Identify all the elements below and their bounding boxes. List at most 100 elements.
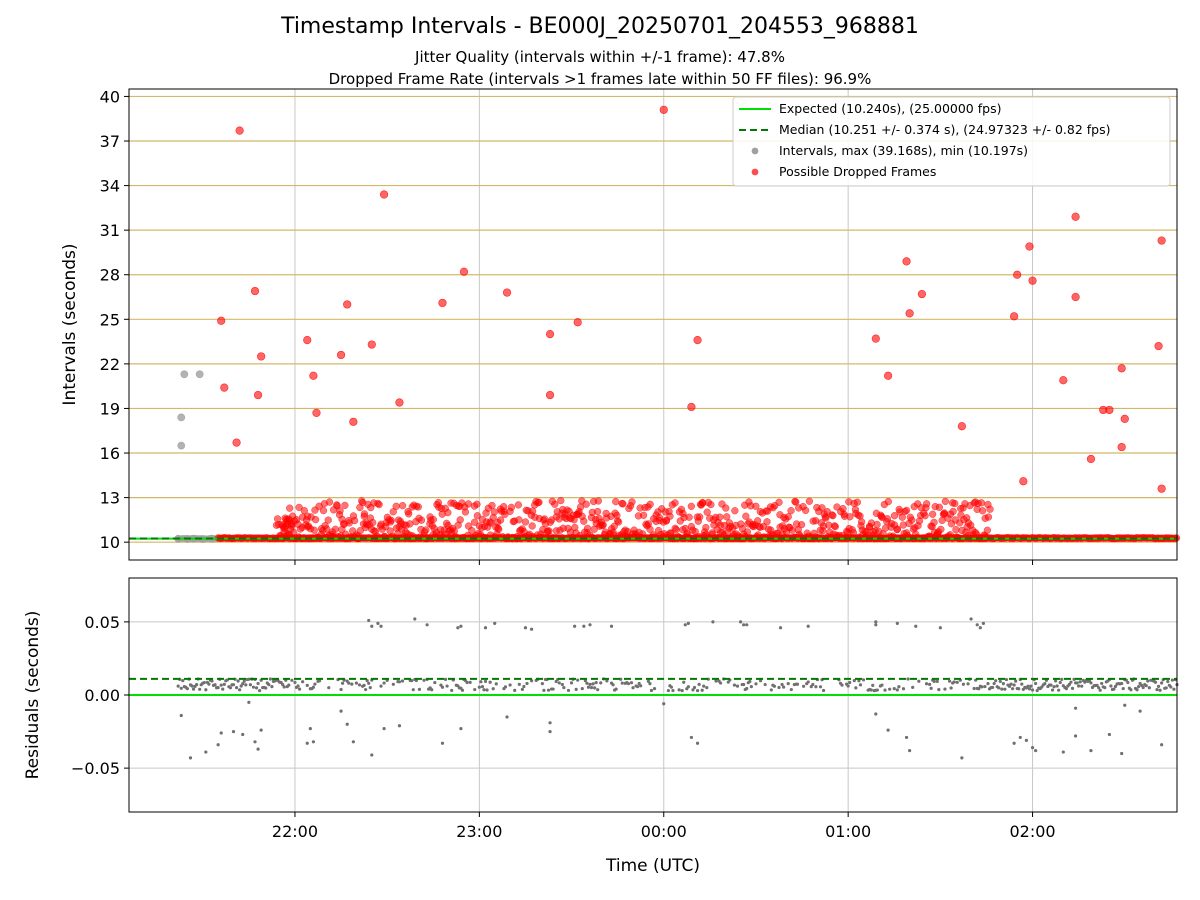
residual-point [811, 682, 815, 687]
residual-point [1055, 684, 1059, 688]
residual-point [1027, 687, 1032, 691]
top-ytick-label-7: 31 [100, 221, 120, 240]
residual-point [677, 688, 681, 692]
residual-point [1034, 681, 1038, 686]
residual-point [1160, 681, 1164, 685]
residual-point [241, 682, 245, 686]
residual-outlier-16 [351, 740, 355, 744]
top-ytick-label-8: 34 [100, 177, 120, 196]
top-ytick-label-4: 22 [100, 355, 120, 374]
dropped-point-21 [573, 318, 582, 327]
dropped-band-point [594, 497, 603, 505]
residual-point [576, 678, 580, 682]
residual-outlier-28 [874, 712, 878, 716]
residual-outlier-59 [573, 624, 577, 628]
residual-point [236, 679, 240, 683]
residual-outlier-65 [711, 620, 715, 624]
residual-point [1169, 685, 1173, 689]
dropped-point-31 [1010, 312, 1019, 321]
dropped-point-1 [220, 383, 229, 392]
residual-point [1049, 683, 1053, 687]
residual-point [1050, 688, 1055, 692]
residual-point [692, 685, 697, 690]
residual-point [789, 687, 793, 692]
residual-point [207, 682, 211, 686]
residual-outlier-17 [370, 753, 374, 757]
dropped-point-9 [312, 408, 321, 418]
residual-point [1009, 682, 1013, 686]
residual-point [1052, 685, 1056, 689]
dropped-band-point [324, 516, 332, 524]
dropped-point-25 [871, 334, 880, 343]
dropped-band-point [614, 518, 623, 526]
residual-point [821, 688, 826, 693]
residual-point [379, 684, 383, 688]
residual-point [611, 683, 615, 687]
dropped-point-19 [545, 330, 555, 339]
residual-point [340, 681, 345, 685]
residual-point [719, 681, 723, 685]
dropped-band-point [763, 518, 771, 526]
residual-outlier-12 [308, 727, 312, 731]
dropped-band-point [702, 523, 710, 532]
residual-point [897, 685, 901, 689]
residual-point [350, 682, 354, 686]
residual-outlier-79 [981, 621, 985, 625]
residual-point [305, 683, 309, 687]
dropped-band-point [414, 503, 422, 511]
residual-point [494, 682, 498, 686]
residual-point [503, 685, 508, 689]
bottom-ytick-label-0: 0.05 [84, 613, 120, 632]
residual-point [517, 682, 521, 686]
residual-point [732, 683, 737, 687]
residual-point [293, 680, 297, 685]
residual-point [479, 680, 483, 684]
dropped-point-43 [1117, 442, 1126, 452]
dropped-band-point [286, 504, 294, 512]
residual-outlier-69 [778, 626, 783, 630]
dropped-band-point [703, 508, 711, 516]
residual-outlier-8 [256, 747, 260, 751]
dropped-band-point [873, 520, 881, 529]
residual-point [846, 684, 850, 688]
residual-point [465, 680, 469, 685]
residual-point [247, 677, 251, 681]
residual-point [569, 681, 574, 685]
residual-outlier-70 [806, 624, 810, 628]
residual-point [542, 688, 546, 692]
residual-outlier-38 [1061, 750, 1065, 754]
residual-outlier-10 [247, 700, 251, 704]
residual-outlier-42 [1107, 732, 1111, 737]
residual-point [605, 679, 609, 683]
residual-point [195, 682, 199, 687]
dropped-point-35 [1028, 276, 1037, 285]
residual-point [391, 682, 395, 686]
residual-point [880, 683, 884, 687]
residual-point [596, 688, 600, 692]
dropped-band-point [490, 508, 499, 516]
dropped-band-point [639, 511, 648, 519]
residual-point [666, 688, 670, 693]
dropped-band-point [319, 506, 328, 515]
residual-point [1012, 683, 1016, 687]
dropped-band-point [495, 525, 503, 533]
residual-outlier-67 [742, 623, 746, 627]
dropped-band-point [350, 516, 359, 525]
dropped-band-point [723, 513, 731, 521]
dropped-band-point [946, 531, 954, 539]
residual-outlier-13 [311, 740, 315, 744]
residual-outlier-6 [241, 732, 245, 737]
dropped-band-point [545, 527, 553, 535]
dropped-point-36 [1059, 376, 1068, 385]
residual-point [268, 677, 272, 681]
legend-dropped-swatch [751, 168, 759, 176]
residual-point [786, 682, 790, 686]
residual-point [917, 679, 921, 683]
legend-entry-0: Expected (10.240s), (25.00000 fps) [779, 101, 1001, 116]
dropped-point-33 [1019, 477, 1028, 486]
residual-point [566, 688, 571, 693]
dropped-point-29 [917, 289, 927, 299]
dropped-band-point [360, 510, 369, 518]
dropped-band-point [671, 499, 679, 507]
dropped-band-point [696, 513, 704, 521]
